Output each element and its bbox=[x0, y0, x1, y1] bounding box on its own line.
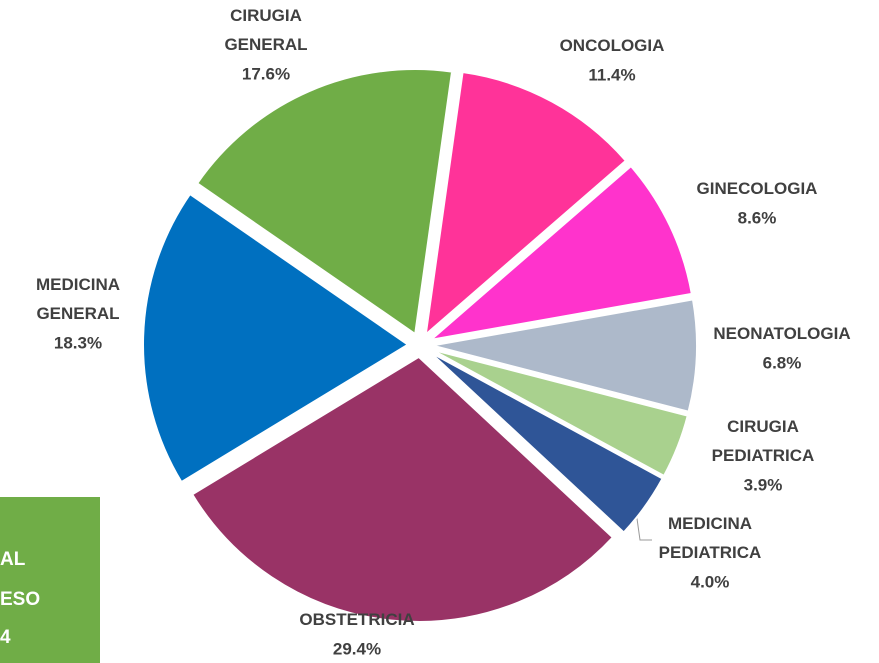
slice-value-label: 4.0% bbox=[691, 572, 730, 591]
slice-label: GINECOLOGIA bbox=[697, 179, 818, 198]
slice-value-label: 6.8% bbox=[763, 353, 802, 372]
pie-slice bbox=[190, 355, 615, 623]
pie-slice bbox=[430, 348, 689, 478]
slice-label: CIRUGIA GENERAL bbox=[224, 6, 307, 54]
slice-value-label: 29.4% bbox=[333, 639, 381, 658]
pie-slice bbox=[195, 68, 454, 336]
pie-slice bbox=[142, 192, 410, 484]
pie-slice bbox=[427, 164, 693, 342]
box-line: ESO bbox=[0, 589, 40, 610]
slice-value-label: 17.6% bbox=[242, 64, 290, 83]
pie-slice bbox=[424, 70, 628, 337]
slice-label: NEONATOLOGIA bbox=[713, 324, 850, 343]
slice-value-label: 18.3% bbox=[54, 333, 102, 352]
slice-label: MEDICINA GENERAL bbox=[36, 275, 120, 323]
total-box: AL ESO 4 bbox=[0, 497, 100, 663]
slice-value-label: 11.4% bbox=[588, 65, 635, 84]
total-box-bg bbox=[0, 497, 100, 663]
slice-label: ONCOLOGIA bbox=[560, 36, 665, 55]
slice-label: CIRUGIA PEDIATRICA bbox=[712, 417, 815, 465]
slice-value-label: 8.6% bbox=[738, 208, 777, 227]
slice-label: OBSTETRICIA bbox=[299, 610, 414, 629]
pie-slice bbox=[431, 298, 698, 413]
slice-label: MEDICINA PEDIATRICA bbox=[659, 514, 762, 562]
box-line: AL bbox=[0, 549, 26, 570]
slice-value-label: 3.9% bbox=[744, 475, 783, 494]
pie-slice bbox=[429, 351, 664, 534]
box-line: 4 bbox=[0, 627, 11, 648]
